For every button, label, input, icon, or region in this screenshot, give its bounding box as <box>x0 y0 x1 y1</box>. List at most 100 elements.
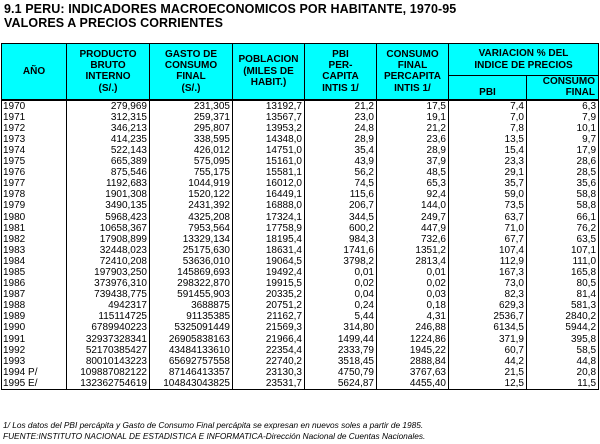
title-line-1: 9.1 PERU: INDICADORES MACROECONOMICOS PO… <box>4 2 457 16</box>
gdp-per-capita-cell: 115,6 <box>304 189 377 201</box>
consumption-cell: 145869,693 <box>149 267 233 279</box>
table-row: 1990 6789940223 5325091449 21569,3 314,80 246… <box>1 322 600 334</box>
table-header: AÑO PRODUCTO BRUTO INTERNO (S/.) GASTO DE CO… <box>1 42 600 101</box>
gdp-cell: 414,235 <box>66 133 150 145</box>
year-cell: 1979 <box>1 200 67 212</box>
gdp-per-capita-cell: 56,2 <box>304 167 377 179</box>
var-pbi-cell: 371,9 <box>448 333 527 345</box>
year-cell: 1989 <box>1 311 67 323</box>
year-cell: 1980 <box>1 211 67 223</box>
var-consumption-cell: 35,6 <box>525 178 600 190</box>
consumption-cell: 13329,134 <box>149 233 233 245</box>
consumption-per-capita-cell: 65,3 <box>376 178 449 190</box>
gdp-per-capita-cell: 0,01 <box>304 267 377 279</box>
var-pbi-cell: 59,0 <box>448 189 527 201</box>
population-cell: 15581,1 <box>232 167 305 179</box>
var-pbi-cell: 73,5 <box>448 200 527 212</box>
var-consumption-cell: 76,2 <box>525 222 600 234</box>
consumption-per-capita-cell: 447,9 <box>376 222 449 234</box>
year-cell: 1985 <box>1 267 67 279</box>
consumption-cell: 7953,564 <box>149 222 233 234</box>
consumption-cell: 259,371 <box>149 111 233 123</box>
population-cell: 18631,4 <box>232 244 305 256</box>
table-row: 1985 197903,250 145869,693 19492,4 0,01 0,01 1… <box>1 267 600 279</box>
var-consumption-cell: 58,8 <box>525 200 600 212</box>
consumption-per-capita-cell: 28,9 <box>376 144 449 157</box>
consumption-per-capita-cell: 2813,4 <box>376 255 449 267</box>
col-header-gdp-line: BRUTO <box>90 60 126 71</box>
population-cell: 23531,7 <box>232 377 305 391</box>
var-consumption-cell: 81,4 <box>525 289 600 301</box>
var-consumption-cell: 28,6 <box>525 156 600 168</box>
gdp-per-capita-cell: 0,24 <box>304 300 377 312</box>
var-consumption-cell: 107,1 <box>525 244 600 256</box>
gdp-cell: 6789940223 <box>66 322 150 334</box>
year-cell: 1974 <box>1 144 67 157</box>
var-pbi-cell: 63,7 <box>448 211 527 223</box>
gdp-per-capita-cell: 314,80 <box>304 322 377 334</box>
table-body: 1970 279,969 231,305 13192,7 21,2 17,5 7,4 6,3 1… <box>1 98 600 391</box>
col-header-consumption-per-capita: CONSUMO FINAL PERCAPITA INTIS 1/ <box>376 42 449 101</box>
table-row: 1981 10658,367 7953,564 17758,9 600,2 447,9 71… <box>1 222 600 234</box>
table-row: 1975 665,389 575,095 15161,0 43,9 37,9 23,3 28,… <box>1 156 600 168</box>
consumption-cell: 231,305 <box>149 98 233 112</box>
var-consumption-cell: 10,1 <box>525 122 600 134</box>
consumption-per-capita-cell: 3767,63 <box>376 366 449 378</box>
col-header-gdp-per-capita-line: INTIS 1/ <box>322 82 359 94</box>
consumption-per-capita-cell: 0,18 <box>376 300 449 312</box>
consumption-per-capita-cell: 732,6 <box>376 233 449 245</box>
table-row: 1993 80010143223 65692757558 22740,2 3518,45… <box>1 355 600 367</box>
gdp-cell: 80010143223 <box>66 355 150 367</box>
consumption-per-capita-cell: 37,9 <box>376 156 449 168</box>
col-header-population-line: HABIT.) <box>250 76 287 88</box>
consumption-per-capita-cell: 21,2 <box>376 122 449 134</box>
population-cell: 15161,0 <box>232 156 305 168</box>
gdp-per-capita-cell: 3518,45 <box>304 355 377 367</box>
table-row: 1979 3490,135 2431,392 16888,0 206,7 144,0 73,… <box>1 200 600 212</box>
gdp-cell: 1901,308 <box>66 189 150 201</box>
population-cell: 17758,9 <box>232 222 305 234</box>
col-header-consumption-per-capita-line: INTIS 1/ <box>394 82 431 94</box>
col-header-gdp-per-capita: PBI PER- CAPITA INTIS 1/ <box>304 42 377 101</box>
consumption-cell: 5325091449 <box>149 322 233 334</box>
gdp-per-capita-cell: 21,2 <box>304 98 377 112</box>
population-cell: 22740,2 <box>232 355 305 367</box>
table-footer: 1/ Los datos del PBI percápita y Gasto d… <box>3 420 425 441</box>
population-cell: 16888,0 <box>232 200 305 212</box>
title-line-2: VALORES A PRECIOS CORRIENTES <box>4 16 224 30</box>
table-row: 1994 P/109887082122 87146413357 23130,3 475… <box>1 366 600 378</box>
population-cell: 19064,5 <box>232 255 305 267</box>
year-cell: 1995 E/ <box>1 377 67 391</box>
table-row: 1970 279,969 231,305 13192,7 21,2 17,5 7,4 6,3 <box>1 98 600 112</box>
col-header-gdp-per-capita-line: PBI <box>332 48 349 60</box>
gdp-cell: 10658,367 <box>66 222 150 234</box>
gdp-cell: 52170385427 <box>66 344 150 356</box>
consumption-cell: 87146413357 <box>149 366 233 378</box>
col-header-consumption-line: CONSUMO <box>164 60 218 71</box>
var-consumption-cell: 6,3 <box>525 98 600 112</box>
year-cell: 1992 <box>1 344 67 356</box>
consumption-cell: 298322,870 <box>149 278 233 290</box>
var-pbi-cell: 15,4 <box>448 144 527 157</box>
consumption-per-capita-cell: 23,6 <box>376 133 449 145</box>
gdp-per-capita-cell: 2333,79 <box>304 344 377 356</box>
var-consumption-cell: 80,5 <box>525 278 600 290</box>
consumption-cell: 104843043825 <box>149 377 233 391</box>
table-row: 1984 72410,208 53636,010 19064,5 3798,2 2813,… <box>1 255 600 267</box>
population-cell: 19492,4 <box>232 267 305 279</box>
table-row: 1992 52170385427 43484133610 22354,4 2333,79… <box>1 344 600 356</box>
gdp-cell: 5968,423 <box>66 211 150 223</box>
table-row: 1983 32448,023 25175,630 18631,4 1741,6 1351,… <box>1 244 600 256</box>
population-cell: 18195,4 <box>232 233 305 245</box>
population-cell: 21966,4 <box>232 333 305 345</box>
gdp-per-capita-cell: 206,7 <box>304 200 377 212</box>
col-header-gdp-line: (S/.) <box>98 82 118 94</box>
gdp-cell: 115114725 <box>66 311 150 323</box>
table-row: 1973 414,235 338,595 14348,0 28,9 23,6 13,5 9,7 <box>1 133 600 145</box>
table-row: 1974 522,143 426,012 14751,0 35,4 28,9 15,4 17,… <box>1 144 600 157</box>
var-pbi-cell: 60,7 <box>448 344 527 356</box>
population-cell: 13567,7 <box>232 111 305 123</box>
gdp-per-capita-cell: 4750,79 <box>304 366 377 378</box>
col-header-price-variation-line: VARIACION % DEL <box>478 48 569 60</box>
report-title: 9.1 PERU: INDICADORES MACROECONOMICOS PO… <box>4 2 456 30</box>
